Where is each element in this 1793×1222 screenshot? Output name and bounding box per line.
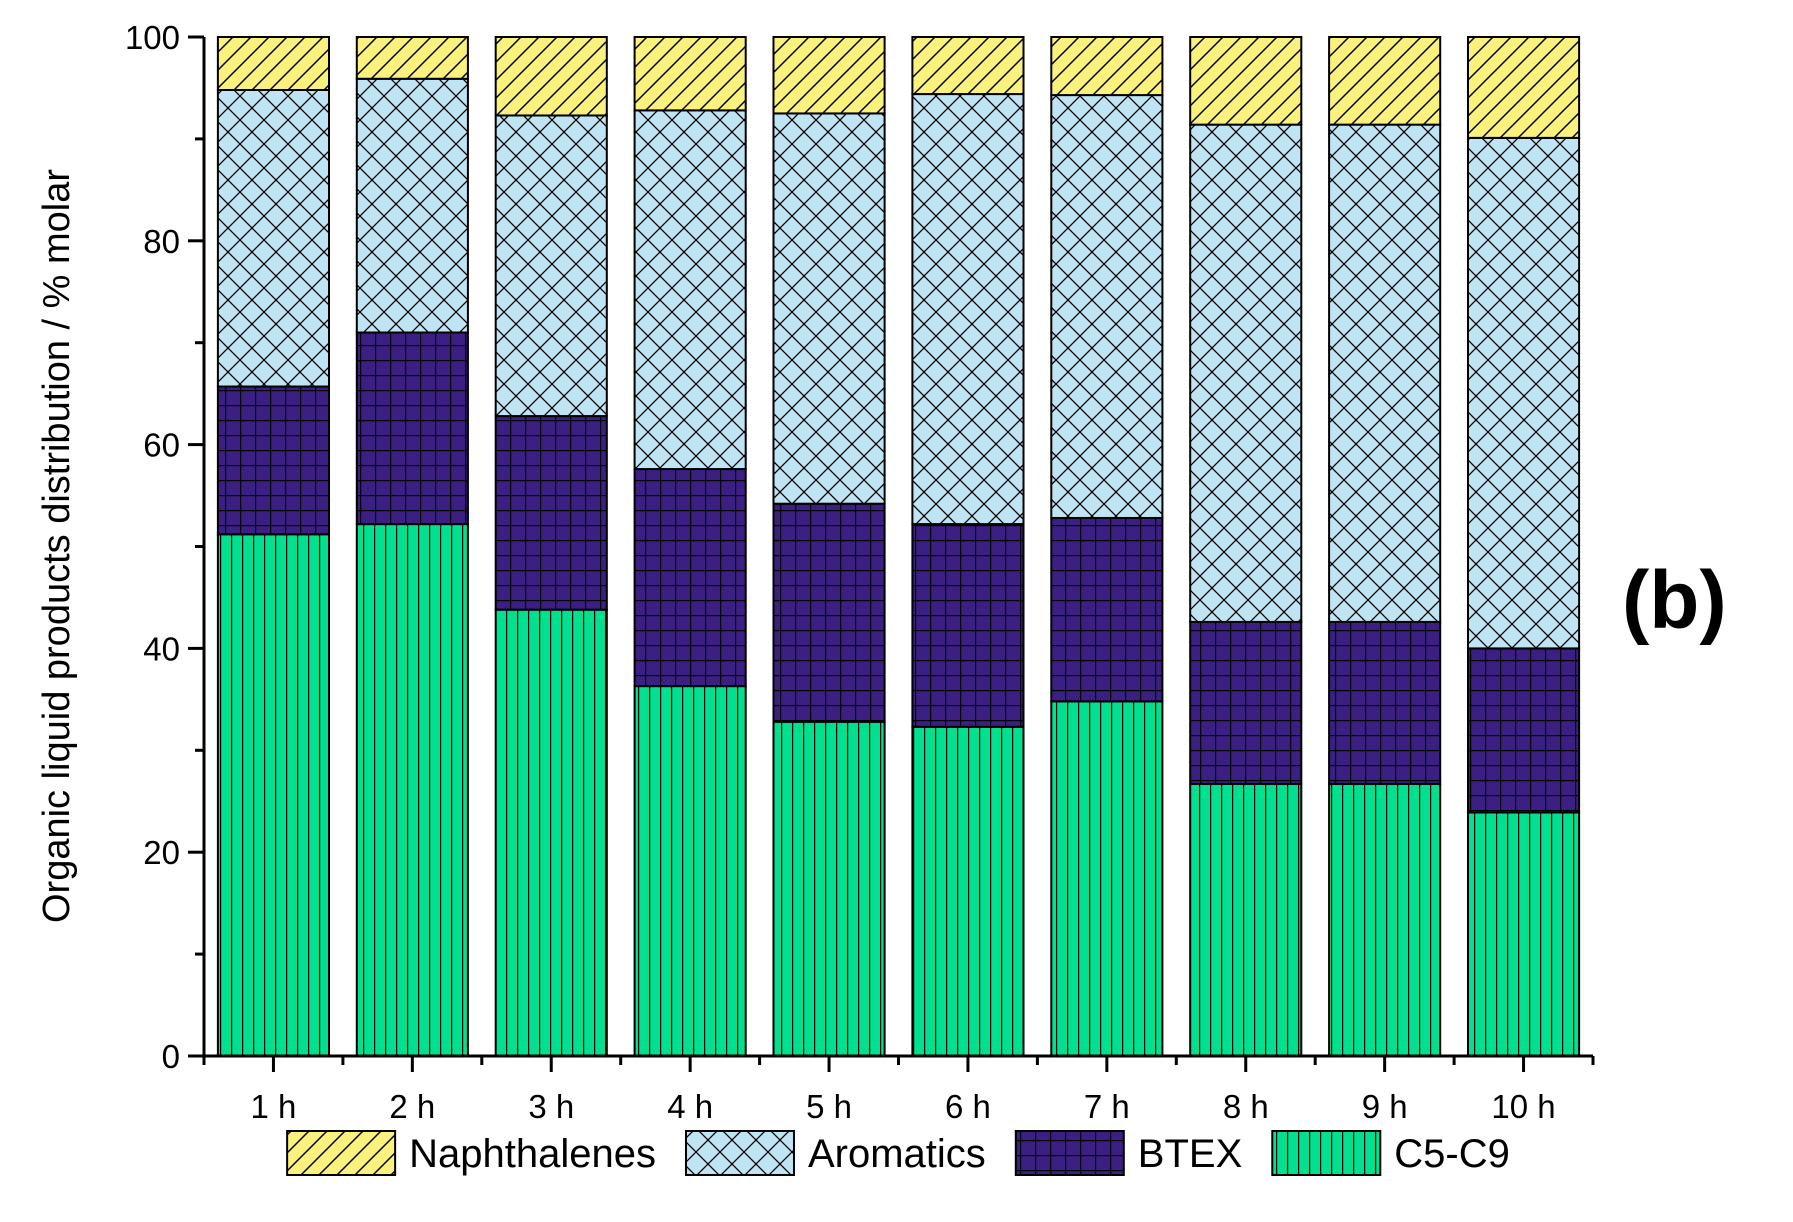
x-tick-label-3-h: 3 h	[528, 1088, 574, 1125]
bar-naphthalenes-2-h	[355, 36, 469, 80]
bar-aromatics-8-h	[1189, 123, 1303, 623]
legend-swatch-naphthalenes	[286, 1130, 397, 1176]
x-axis-ticks: 1 h 2 h 3 h 4 h 5 h 6 h 7 h 8 h 9 h 10 h	[202, 1056, 1595, 1125]
bar-naphthalenes-7-h	[1050, 36, 1164, 97]
bar-aromatics-2-h	[355, 77, 469, 334]
x-tick-label-1-h: 1 h	[251, 1088, 297, 1125]
bar-aromatics-5-h	[772, 112, 886, 505]
bar-c5-c9-8-h	[1189, 782, 1303, 1057]
bar-aromatics-4-h	[633, 109, 747, 471]
y-tick-label-40: 40	[143, 630, 180, 667]
bar-c5-c9-4-h	[633, 685, 747, 1058]
legend-label-c5-c9: C5-C9	[1394, 1132, 1510, 1176]
bar-aromatics-6-h	[911, 93, 1025, 526]
legend-label-naphthalenes: Naphthalenes	[409, 1132, 656, 1176]
bar-naphthalenes-4-h	[633, 36, 747, 112]
x-tick-label-10-h: 10 h	[1491, 1088, 1555, 1125]
bar-btex-3-h	[494, 415, 608, 611]
y-tick-label-80: 80	[143, 223, 180, 260]
x-tick-label-8-h: 8 h	[1223, 1088, 1269, 1125]
bar-btex-1-h	[216, 385, 331, 536]
bars-layer	[216, 36, 1581, 1058]
bar-c5-c9-2-h	[355, 523, 469, 1057]
bar-c5-c9-6-h	[911, 725, 1025, 1057]
bar-aromatics-7-h	[1050, 94, 1164, 519]
bar-btex-5-h	[772, 502, 886, 723]
bar-btex-2-h	[355, 331, 469, 526]
legend-label-btex: BTEX	[1138, 1132, 1242, 1176]
x-tick-label-2-h: 2 h	[389, 1088, 435, 1125]
bar-aromatics-9-h	[1328, 123, 1442, 623]
bar-btex-8-h	[1189, 620, 1303, 785]
bar-aromatics-3-h	[494, 114, 608, 418]
bar-c5-c9-1-h	[216, 533, 331, 1057]
bar-c5-c9-3-h	[494, 608, 608, 1057]
bar-c5-c9-5-h	[772, 720, 886, 1057]
y-tick-label-20: 20	[143, 834, 180, 871]
y-tick-label-100: 100	[125, 19, 180, 56]
panel-label: (b)	[1622, 555, 1727, 646]
bar-c5-c9-7-h	[1050, 700, 1164, 1057]
bar-c5-c9-10-h	[1466, 811, 1581, 1057]
y-axis-ticks: 0 20 40 60 80 100	[125, 19, 204, 1075]
bar-btex-10-h	[1466, 647, 1581, 814]
x-tick-label-9-h: 9 h	[1362, 1088, 1408, 1125]
y-tick-label-60: 60	[143, 427, 180, 464]
legend: Naphthalenes Aromatics BTEX C5-C9	[286, 1130, 1510, 1176]
bar-btex-9-h	[1328, 620, 1442, 785]
legend-label-aromatics: Aromatics	[808, 1132, 986, 1176]
x-tick-label-5-h: 5 h	[806, 1088, 852, 1125]
y-tick-label-0: 0	[162, 1038, 180, 1075]
bar-aromatics-1-h	[216, 88, 331, 388]
bar-naphthalenes-8-h	[1189, 36, 1303, 126]
bar-btex-4-h	[633, 468, 747, 688]
bar-naphthalenes-9-h	[1328, 36, 1442, 126]
x-tick-label-6-h: 6 h	[945, 1088, 991, 1125]
bar-naphthalenes-5-h	[772, 36, 886, 115]
legend-swatch-aromatics	[684, 1130, 795, 1176]
bar-naphthalenes-3-h	[494, 36, 608, 117]
bar-naphthalenes-1-h	[216, 36, 331, 91]
bar-c5-c9-9-h	[1328, 782, 1442, 1057]
bar-aromatics-10-h	[1466, 136, 1581, 650]
y-axis-title: Organic liquid products distribution / %…	[36, 169, 78, 923]
bar-naphthalenes-10-h	[1466, 36, 1581, 139]
bar-btex-7-h	[1050, 516, 1164, 703]
legend-swatch-c5-c9	[1271, 1130, 1382, 1176]
legend-swatch-btex	[1014, 1130, 1125, 1176]
bar-naphthalenes-6-h	[911, 36, 1025, 96]
bar-btex-6-h	[911, 523, 1025, 728]
x-tick-label-7-h: 7 h	[1084, 1088, 1130, 1125]
x-tick-label-4-h: 4 h	[667, 1088, 713, 1125]
